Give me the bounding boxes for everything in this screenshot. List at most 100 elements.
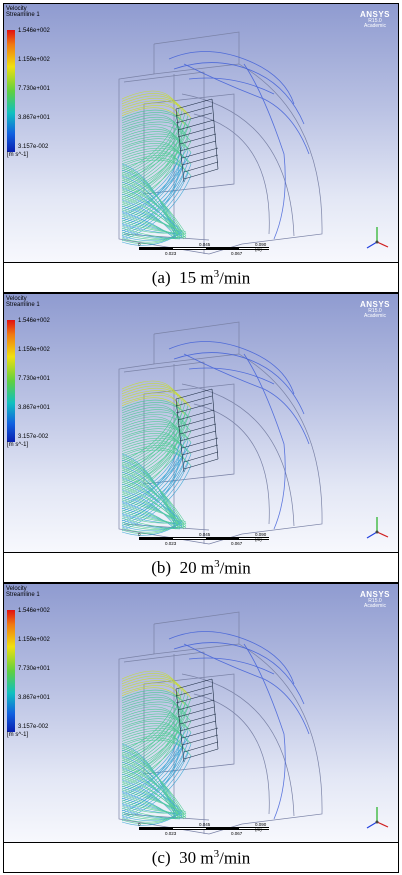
scale-segment	[239, 827, 269, 830]
colorbar-tick: 1.546e+002	[18, 28, 50, 34]
scale-bar: 0 0.023 0.045 0.067 0.090 (m)	[138, 822, 269, 836]
scale-segment	[239, 247, 269, 250]
z-axis-arrow	[366, 531, 378, 539]
scale-label: 0.045	[199, 242, 211, 247]
logo-brand: ANSYS	[359, 590, 390, 599]
scale-segment	[173, 247, 206, 250]
main-streamlines	[121, 90, 192, 246]
logo-version: R15.0	[368, 18, 382, 24]
scale-label: 0	[138, 242, 141, 247]
axis-triad	[366, 227, 389, 249]
scale-label: 0.045	[199, 532, 211, 537]
scale-segment	[173, 827, 206, 830]
logo-version: R15.0	[368, 308, 382, 314]
scale-label: 0.090 (m)	[255, 822, 267, 832]
legend-title: Velocity Streamline 1	[6, 586, 40, 598]
upper-streamlines	[168, 631, 310, 820]
ansys-logo: ANSYS R15.0 Academic	[360, 10, 390, 29]
colorbar-tick: 1.159e+002	[18, 57, 50, 63]
ansys-logo: ANSYS R15.0 Academic	[360, 590, 390, 609]
legend-title: Velocity Streamline 1	[6, 6, 40, 18]
axis-origin	[375, 820, 379, 824]
model-drawing	[118, 321, 323, 545]
scale-label: 0.090 (m)	[255, 532, 267, 542]
logo-brand: ANSYS	[359, 300, 390, 309]
colorbar-tick: 1.159e+002	[18, 347, 50, 353]
colorbar-tick: 7.730e+001	[18, 666, 50, 672]
logo-edition: Academic	[363, 603, 386, 609]
colorbar-tick: 1.546e+002	[18, 318, 50, 324]
ansys-logo: ANSYS R15.0 Academic	[360, 300, 390, 319]
colorbar-tick: 3.867e+001	[18, 115, 50, 121]
logo-brand: ANSYS	[359, 10, 390, 19]
logo-version: R15.0	[368, 598, 382, 604]
scale-segment	[206, 827, 239, 830]
scale-segment	[139, 537, 173, 540]
figure-panel: Velocity Streamline 1 1.546e+002 1.159e+…	[3, 583, 399, 873]
panel-caption: (b) 20 m3/min	[4, 552, 398, 583]
scale-label: 0.067	[231, 541, 243, 546]
logo-edition: Academic	[363, 313, 386, 319]
scale-label: 0.090 (m)	[255, 242, 267, 252]
geometry-outline	[118, 31, 323, 255]
colorbar-tick: 1.546e+002	[18, 608, 50, 614]
z-axis-arrow	[366, 821, 378, 829]
caption-label: (b)	[151, 558, 172, 577]
scale-segment	[206, 247, 239, 250]
scale-label: 0.067	[231, 251, 243, 256]
scale-segment	[139, 247, 173, 250]
scale-segment	[206, 537, 239, 540]
scale-label: 0	[138, 822, 141, 827]
legend-variable: Velocity	[6, 296, 27, 302]
figure-panel: Velocity Streamline 1 1.546e+002 1.159e+…	[3, 293, 399, 583]
legend-title: Velocity Streamline 1	[6, 296, 40, 308]
geometry-outline	[118, 611, 323, 835]
caption-unit: m3/min	[200, 557, 251, 578]
scale-label: 0.045	[199, 822, 211, 827]
colorbar-tick: 3.157e-002	[18, 724, 49, 730]
caption-unit: m3/min	[200, 847, 251, 868]
cfd-render: Velocity Streamline 1 1.546e+002 1.159e+…	[4, 584, 398, 842]
axis-origin	[375, 530, 379, 534]
scale-label: 0	[138, 532, 141, 537]
colorbar-tick: 7.730e+001	[18, 376, 50, 382]
geometry-outline	[118, 321, 323, 545]
scale-label: 0.067	[231, 831, 243, 836]
legend-object: Streamline 1	[6, 592, 40, 598]
legend-variable: Velocity	[6, 586, 27, 592]
scale-segment	[173, 537, 206, 540]
x-axis-arrow	[376, 821, 389, 828]
model-drawing	[118, 31, 323, 255]
main-streamlines	[121, 380, 192, 536]
colorbar-unit: [m s^-1]	[7, 152, 29, 158]
upper-streamlines	[168, 51, 310, 240]
colorbar-unit: [m s^-1]	[7, 732, 29, 738]
legend-variable: Velocity	[6, 6, 27, 12]
scale-label: 0.023	[165, 831, 177, 836]
colorbar-tick: 3.157e-002	[18, 434, 49, 440]
scale-label: 0.023	[165, 251, 177, 256]
scale-segment	[239, 537, 269, 540]
caption-flow-value: 20	[179, 558, 197, 577]
heat-exchanger-fins	[175, 388, 219, 473]
panel-caption: (a) 15 m3/min	[4, 262, 398, 293]
cfd-render: Velocity Streamline 1 1.546e+002 1.159e+…	[4, 294, 398, 552]
heat-exchanger-fins	[175, 678, 219, 763]
caption-label: (c)	[151, 848, 171, 867]
axis-triad	[366, 517, 389, 539]
colorbar	[7, 610, 15, 732]
cfd-render: Velocity Streamline 1 1.546e+002 1.159e+…	[4, 4, 398, 262]
colorbar-tick: 3.157e-002	[18, 144, 49, 150]
colorbar-unit: [m s^-1]	[7, 442, 29, 448]
colorbar-tick: 3.867e+001	[18, 695, 50, 701]
caption-label: (a)	[151, 268, 171, 287]
caption-unit: m3/min	[200, 267, 251, 288]
panel-caption: (c) 30 m3/min	[4, 842, 398, 873]
x-axis-arrow	[376, 241, 389, 248]
colorbar	[7, 30, 15, 152]
caption-flow-value: 30	[179, 848, 197, 867]
axis-origin	[375, 240, 379, 244]
legend-object: Streamline 1	[6, 12, 40, 18]
colorbar-tick: 7.730e+001	[18, 86, 50, 92]
scale-bar: 0 0.023 0.045 0.067 0.090 (m)	[138, 242, 269, 256]
